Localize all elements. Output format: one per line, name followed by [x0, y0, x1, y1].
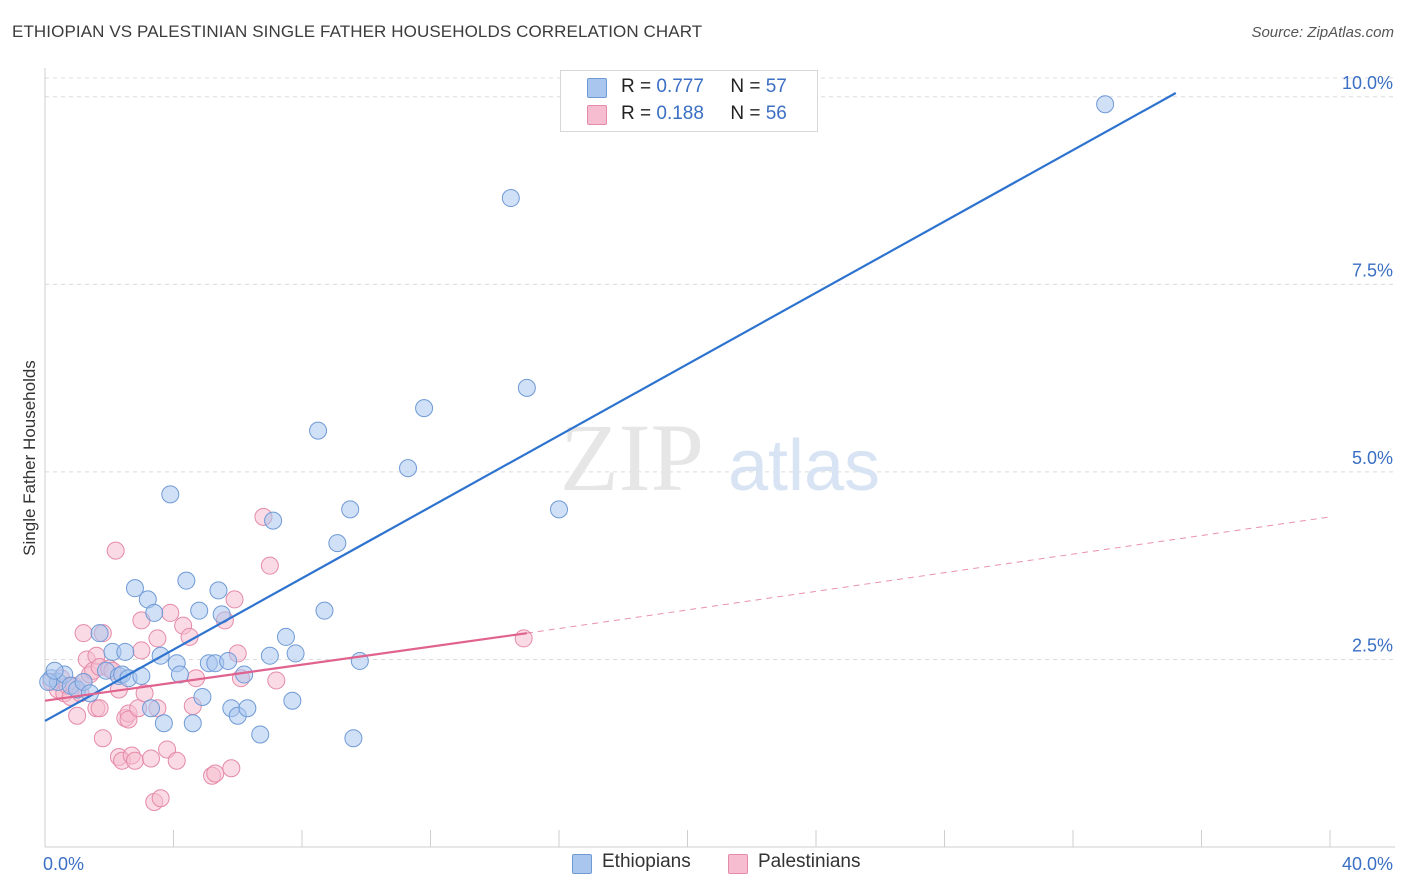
ethiopian-point — [219, 651, 238, 670]
ethiopian-point — [550, 500, 568, 519]
r-label: R = — [621, 76, 652, 97]
n-value-ethiopians: 57 — [765, 76, 787, 97]
r-label: R = — [621, 103, 652, 124]
ethiopian-point — [286, 644, 305, 663]
legend-label-ethiopians: Ethiopians — [602, 851, 691, 872]
ethiopian-point — [125, 579, 144, 598]
n-label: N = — [730, 103, 761, 124]
ethiopian-point — [45, 661, 64, 680]
ethiopian-point — [251, 725, 270, 744]
palestinian-point — [206, 764, 225, 783]
ethiopian-point — [283, 691, 302, 710]
r-value-palestinians: 0.188 — [656, 103, 704, 124]
x-tick-label: 40.0% — [1342, 854, 1393, 874]
ethiopian-point — [193, 687, 212, 706]
watermark-atlas: atlas — [728, 426, 880, 506]
chart-title: ETHIOPIAN VS PALESTINIAN SINGLE FATHER H… — [12, 22, 703, 41]
palestinian-point — [125, 751, 144, 770]
palestinian-point — [142, 749, 161, 768]
axes-layer — [44, 68, 1395, 848]
ethiopian-point — [341, 500, 360, 519]
ethiopian-point — [399, 459, 418, 478]
palestinian-point — [93, 729, 112, 748]
n-value-palestinians: 56 — [765, 103, 787, 124]
palestinian-point — [135, 684, 154, 703]
palestinian-point — [148, 629, 167, 648]
r-value-ethiopians: 0.777 — [656, 76, 704, 97]
watermark: ZIP atlas — [560, 404, 880, 511]
y-tick-label: 5.0% — [1352, 448, 1393, 468]
ethiopian-point — [90, 624, 109, 643]
ethiopian-point — [1096, 95, 1115, 114]
ethiopian-point — [501, 189, 520, 208]
ethiopians-points — [39, 95, 1115, 748]
palestinian-point — [260, 556, 279, 575]
source-label: Source: ZipAtlas.com — [1251, 24, 1394, 41]
palestinian-point — [74, 624, 93, 643]
palestinian-point — [132, 641, 151, 660]
ethiopians-legend-swatch — [572, 854, 592, 874]
ethiopian-point — [183, 714, 202, 733]
ethiopian-point — [415, 399, 434, 418]
y-tick-label: 7.5% — [1352, 260, 1393, 280]
correlation-legend: R = 0.777 N = 57 R = 0.188 N = 56 — [560, 70, 818, 132]
ethiopians-trend-line — [44, 92, 1177, 722]
palestinian-point — [106, 541, 125, 560]
n-label: N = — [730, 76, 761, 97]
palestinian-point — [225, 590, 244, 609]
palestinians-trend-extension — [526, 516, 1331, 634]
palestinians-swatch — [587, 105, 607, 125]
grid-layer — [45, 77, 1395, 660]
palestinian-point — [222, 759, 241, 778]
palestinian-point — [167, 751, 186, 770]
ethiopian-point — [209, 581, 228, 600]
ethiopian-point — [142, 699, 161, 718]
y-tick-label: 10.0% — [1342, 73, 1393, 93]
y-axis-label: Single Father Households — [20, 360, 39, 556]
ethiopian-point — [260, 646, 279, 665]
ethiopian-point — [161, 485, 180, 504]
ethiopian-point — [264, 511, 283, 530]
x-tick-label: 0.0% — [43, 854, 84, 874]
ethiopian-point — [276, 627, 295, 646]
ethiopian-point — [154, 714, 173, 733]
palestinian-point — [90, 699, 109, 718]
y-tick-label: 2.5% — [1352, 635, 1393, 655]
ethiopians-swatch — [587, 78, 607, 98]
ethiopian-point — [177, 571, 196, 590]
palestinian-point — [267, 671, 286, 690]
ethiopian-point — [116, 642, 135, 661]
ethiopian-point — [517, 378, 536, 397]
palestinian-point — [161, 603, 180, 622]
ethiopian-point — [328, 534, 347, 553]
ethiopian-point — [315, 601, 334, 620]
palestinians-legend-swatch — [728, 854, 748, 874]
ethiopian-point — [309, 421, 328, 440]
palestinian-point — [151, 789, 170, 808]
ethiopian-point — [170, 665, 189, 684]
ethiopian-point — [145, 603, 164, 622]
tick-labels: 2.5% 5.0% 7.5% 10.0% 0.0% 40.0% — [43, 73, 1393, 874]
series-legend: Ethiopians Palestinians — [0, 851, 1406, 879]
trend-lines — [44, 92, 1331, 722]
ethiopian-point — [238, 699, 257, 718]
ethiopian-point — [344, 729, 363, 748]
legend-label-palestinians: Palestinians — [758, 851, 861, 872]
palestinian-point — [68, 706, 87, 725]
ethiopian-point — [190, 601, 209, 620]
watermark-zip: ZIP — [560, 404, 704, 511]
palestinians-trend-line — [44, 632, 528, 702]
